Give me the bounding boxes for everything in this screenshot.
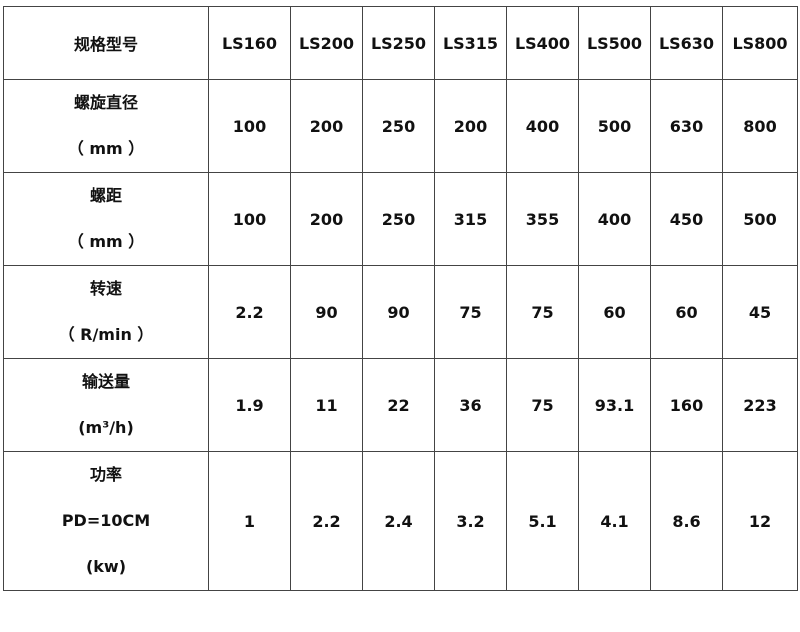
row-label: 转速 （ R/min ）: [3, 265, 209, 359]
value-cell: 250: [362, 172, 435, 266]
value-cell: 93.1: [578, 358, 651, 452]
row-label: 螺距 （ mm ）: [3, 172, 209, 266]
value-cell: 250: [362, 79, 435, 173]
value-cell: 200: [434, 79, 507, 173]
header-label: 规格型号: [3, 6, 209, 80]
value-cell: 500: [722, 172, 798, 266]
value-cell: 160: [650, 358, 723, 452]
row-label: 螺旋直径 （ mm ）: [3, 79, 209, 173]
value-cell: 22: [362, 358, 435, 452]
value-cell: 75: [506, 358, 579, 452]
value-cell: 2.2: [290, 451, 363, 591]
row-label-line: （ mm ）: [67, 232, 145, 251]
value-cell: 75: [506, 265, 579, 359]
row-label-line: 螺距: [89, 186, 122, 205]
model-header: LS315: [434, 6, 507, 80]
value-cell: 2.4: [362, 451, 435, 591]
value-cell: 355: [506, 172, 579, 266]
model-header: LS500: [578, 6, 651, 80]
row-label-line: 功率: [89, 465, 122, 484]
value-cell: 1.9: [208, 358, 291, 452]
value-cell: 500: [578, 79, 651, 173]
value-cell: 11: [290, 358, 363, 452]
value-cell: 400: [506, 79, 579, 173]
row-label: 输送量 (m³/h): [3, 358, 209, 452]
row-label-line: PD=10CM: [61, 511, 151, 530]
value-cell: 45: [722, 265, 798, 359]
value-cell: 200: [290, 172, 363, 266]
header-row: 规格型号 LS160 LS200 LS250 LS315 LS400 LS500 LS630 L…: [3, 6, 798, 80]
value-cell: 90: [362, 265, 435, 359]
value-cell: 5.1: [506, 451, 579, 591]
value-cell: 75: [434, 265, 507, 359]
value-cell: 315: [434, 172, 507, 266]
table-row: 功率 PD=10CM (kw) 1 2.2 2.4 3.2 5.1 4.1 8.6 12: [3, 451, 798, 591]
row-label-line: （ R/min ）: [58, 325, 154, 344]
value-cell: 200: [290, 79, 363, 173]
value-cell: 60: [578, 265, 651, 359]
table-row: 转速（ R/min ） 2.2 90 90 75 75 60 60 45: [3, 265, 798, 359]
row-label-line: 转速: [89, 279, 122, 298]
value-cell: 100: [208, 79, 291, 173]
model-header: LS630: [650, 6, 723, 80]
value-cell: 4.1: [578, 451, 651, 591]
row-label-line: （ mm ）: [67, 139, 145, 158]
row-label: 功率 PD=10CM (kw): [3, 451, 209, 591]
table-row: 螺距 （ mm ） 100 200 250 315 355 400 450 500: [3, 172, 798, 266]
value-cell: 36: [434, 358, 507, 452]
model-header: LS800: [722, 6, 798, 80]
row-label-line: (m³/h): [78, 418, 134, 437]
value-cell: 800: [722, 79, 798, 173]
row-label-line: 输送量: [81, 372, 130, 391]
value-cell: 90: [290, 265, 363, 359]
value-cell: 12: [722, 451, 798, 591]
model-header: LS250: [362, 6, 435, 80]
spec-table: 规格型号 LS160 LS200 LS250 LS315 LS400 LS500 LS630 L…: [3, 6, 798, 591]
model-header: LS160: [208, 6, 291, 80]
value-cell: 100: [208, 172, 291, 266]
value-cell: 450: [650, 172, 723, 266]
value-cell: 223: [722, 358, 798, 452]
table-row: 螺旋直径（ mm ） 100 200 250 200 400 500 630 800: [3, 79, 798, 173]
value-cell: 1: [208, 451, 291, 591]
value-cell: 8.6: [650, 451, 723, 591]
value-cell: 60: [650, 265, 723, 359]
model-header: LS400: [506, 6, 579, 80]
value-cell: 3.2: [434, 451, 507, 591]
row-label-line: (kw): [85, 557, 127, 576]
value-cell: 400: [578, 172, 651, 266]
table-row: 输送量 (m³/h) 1.9 11 22 36 75 93.1 160 223: [3, 358, 798, 452]
row-label-line: 螺旋直径: [73, 93, 138, 112]
value-cell: 630: [650, 79, 723, 173]
model-header: LS200: [290, 6, 363, 80]
value-cell: 2.2: [208, 265, 291, 359]
